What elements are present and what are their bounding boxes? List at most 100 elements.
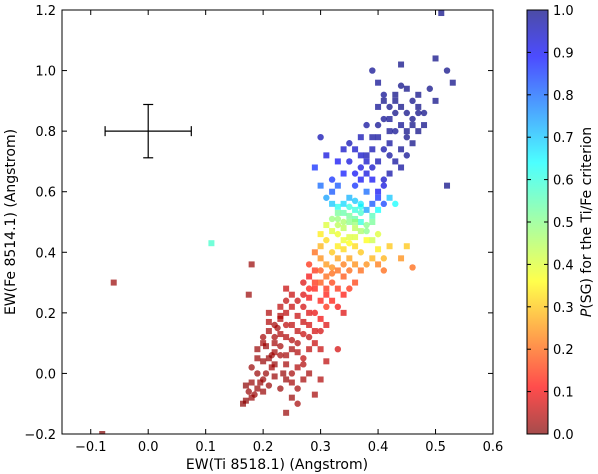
data-point <box>346 158 353 165</box>
data-point <box>271 361 278 368</box>
data-point <box>305 285 313 292</box>
data-point <box>415 109 422 117</box>
y-tick-label: −0.2 <box>24 428 56 443</box>
data-point <box>415 128 422 135</box>
data-point <box>306 309 313 316</box>
x-tick-label: 0.3 <box>310 440 331 455</box>
data-point <box>403 243 410 250</box>
data-point <box>357 219 364 225</box>
colorbar-tick-label: 0.5 <box>553 216 574 231</box>
data-point <box>265 355 272 362</box>
data-point <box>277 303 284 310</box>
data-point <box>363 261 370 268</box>
data-point <box>415 91 422 98</box>
data-point <box>334 285 341 292</box>
data-point <box>265 382 273 389</box>
data-point <box>260 388 267 395</box>
data-point <box>397 82 405 89</box>
data-point <box>398 61 405 68</box>
data-point <box>346 140 353 147</box>
x-tick-label: 0.2 <box>253 440 274 455</box>
colorbar-tick-label: 0.8 <box>553 89 574 104</box>
data-point <box>369 255 376 262</box>
data-point <box>265 309 272 316</box>
data-point <box>357 209 365 217</box>
data-point <box>346 219 353 225</box>
data-point <box>334 255 341 262</box>
data-point <box>363 237 370 244</box>
data-point <box>271 373 278 380</box>
data-point <box>369 176 376 183</box>
data-point <box>398 255 405 262</box>
data-point <box>375 79 382 86</box>
data-point <box>346 285 353 292</box>
data-point <box>357 164 365 171</box>
data-point <box>248 379 255 386</box>
x-tick-label: 0.6 <box>483 440 504 455</box>
data-point <box>380 176 388 183</box>
data-point <box>257 379 264 386</box>
data-point <box>300 318 307 325</box>
data-point <box>300 376 307 383</box>
colorbar-tick-label: 0.7 <box>553 131 574 146</box>
data-point <box>329 200 336 207</box>
data-point <box>352 243 359 250</box>
data-point <box>369 212 376 219</box>
data-point <box>306 346 313 353</box>
y-tick-label: 1.2 <box>35 4 56 19</box>
data-point <box>357 152 364 159</box>
data-point <box>271 340 278 347</box>
data-point <box>317 376 324 383</box>
data-point <box>110 279 117 286</box>
data-point <box>346 267 353 274</box>
data-point <box>398 122 405 129</box>
data-point <box>300 279 307 286</box>
data-point <box>277 342 284 350</box>
y-tick-label: 0.0 <box>35 367 56 382</box>
data-point <box>352 146 359 153</box>
data-point <box>352 279 359 286</box>
data-point <box>283 309 290 316</box>
data-point <box>277 352 284 359</box>
data-point <box>311 328 318 335</box>
colorbar-tick-label: 0.4 <box>553 258 574 273</box>
data-point <box>254 355 261 362</box>
data-point <box>311 267 318 274</box>
data-point <box>317 297 324 304</box>
data-point <box>363 158 370 165</box>
data-point <box>357 200 365 208</box>
data-point <box>380 255 388 262</box>
data-point <box>340 225 347 232</box>
data-point <box>334 203 341 210</box>
x-tick-label: 0.5 <box>425 440 446 455</box>
data-point <box>283 285 290 292</box>
data-point <box>265 328 272 335</box>
x-axis-ticks: −0.1 0.0 0.1 0.2 0.3 0.4 0.5 0.6 <box>75 10 503 455</box>
data-point <box>386 243 393 250</box>
y-tick-label: 1.0 <box>35 65 56 80</box>
data-point <box>288 321 295 328</box>
data-point <box>386 194 393 201</box>
data-point <box>260 340 267 347</box>
data-point <box>317 255 324 262</box>
x-tick-label: 0.1 <box>195 440 216 455</box>
data-point <box>323 222 330 229</box>
data-point <box>334 182 341 189</box>
plot-frame <box>61 9 494 435</box>
data-point <box>99 431 106 434</box>
data-point <box>334 209 341 216</box>
data-point <box>334 215 342 223</box>
data-point <box>380 267 388 274</box>
data-point <box>398 164 405 171</box>
data-point <box>288 346 295 353</box>
data-point <box>351 197 359 204</box>
data-point <box>317 346 324 353</box>
data-point <box>375 261 382 268</box>
data-point <box>403 134 410 141</box>
colorbar-tick-label: 0.9 <box>553 46 574 61</box>
data-point <box>282 321 290 329</box>
data-point <box>409 97 416 105</box>
data-point <box>329 188 336 195</box>
data-point <box>363 170 370 177</box>
data-point <box>357 249 365 256</box>
